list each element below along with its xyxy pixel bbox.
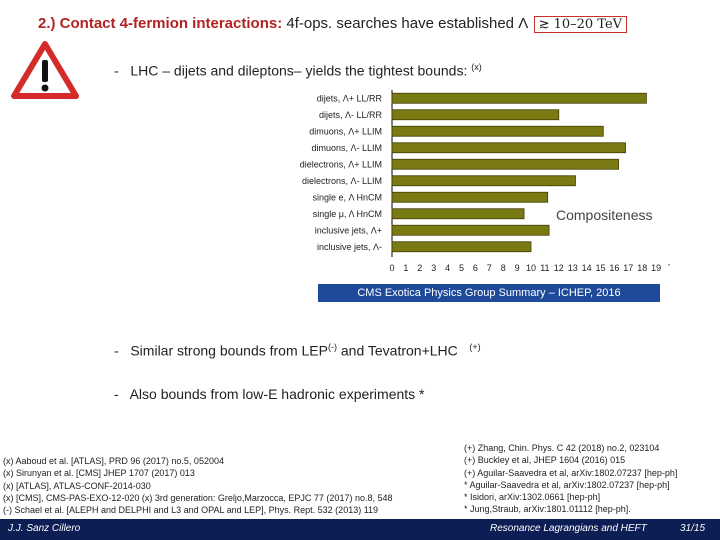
chart-tick-label: 13 [568, 263, 578, 273]
chart-tick-label: 3 [431, 263, 436, 273]
chart-bars [391, 92, 647, 253]
chart-bar [391, 109, 560, 121]
chart-tick-labels: 0 1 2 3 4 5 6 7 8 9 10 11 12 13 14 15 16 17 18 19 [389, 263, 661, 273]
reference-item: (x) [CMS], CMS-PAS-EXO-12-020 (x) 3rd ge… [3, 492, 393, 503]
chart-category-label: inclusive jets, Λ- [317, 242, 382, 252]
bullet-dash: - [114, 62, 119, 79]
reference-item: (+) Zhang, Chin. Phys. C 42 (2018) no.2,… [464, 443, 660, 453]
references-right: (+) Zhang, Chin. Phys. C 42 (2018) no.2,… [464, 442, 677, 516]
compositeness-chart: dijets, Λ+ LL/RR dijets, Λ- LL/RR dimuons,… [300, 90, 670, 273]
footer-talk-title: Resonance Lagrangians and HEFT [490, 523, 647, 534]
chart-category-label: dielectrons, Λ+ LLIM [300, 159, 382, 169]
overlay-box [553, 204, 670, 228]
chart-tick-label: 18 [637, 263, 647, 273]
chart-tick-label: 1 [403, 263, 408, 273]
chart-tick-label: 11 [540, 263, 549, 273]
title-rest: 4f-ops. searches have established [282, 15, 515, 32]
bullet-lowE-text: Also bounds from low-E hadronic experime… [129, 386, 425, 402]
chart-bar [391, 191, 549, 203]
chart-tick-label: 15 [595, 263, 605, 273]
bullet-dash: - [114, 386, 119, 402]
footer-page-number: 31/15 [680, 523, 706, 534]
chart-tick-label: 2 [417, 263, 422, 273]
chart-category-label: dijets, Λ- LL/RR [319, 110, 383, 120]
footer-bar [0, 519, 720, 540]
chart-category-label: dimuons, Λ- LLIM [311, 143, 382, 153]
chart-category-label: single e, Λ HnCM [312, 192, 382, 202]
reference-item: * Aguilar-Saavedra et al, arXiv:1802.072… [464, 479, 670, 490]
slide-title: 2.) Contact 4-fermion interactions: 4f-o… [38, 15, 628, 33]
reference-item: (x) [ATLAS], ATLAS-CONF-2014-030 [3, 480, 151, 491]
chart-category-label: inclusive jets, Λ+ [315, 225, 382, 235]
chart-tick-label: 0 [389, 263, 394, 273]
bullet-lep-mark: (-) [327, 342, 337, 352]
chart-category-label: single μ, Λ HnCM [313, 209, 382, 219]
warning-triangle-icon [11, 41, 79, 99]
reference-item: * Isidori, arXiv:1302.0661 [hep-ph] [464, 492, 601, 503]
title-math-box: ≳ 10–20 TeV [533, 16, 628, 33]
reference-item: (x) Aaboud et al. [ATLAS], PRD 96 (2017)… [3, 456, 224, 466]
chart-unit-label: TeV [668, 263, 670, 273]
title-highlight: 2.) Contact 4-fermion interactions: [38, 15, 283, 32]
chart-bar [391, 208, 525, 220]
chart-bar [391, 125, 604, 137]
chart-overlay-label: Compositeness [556, 207, 653, 223]
bullet-lhc-mark: (x) [471, 62, 482, 72]
chart-tick-label: 5 [459, 263, 464, 273]
bullet-dash: - [114, 342, 119, 359]
bullet-lhc: - LHC – dijets and dileptons– yields the… [114, 62, 482, 79]
chart-bar [391, 241, 532, 253]
chart-tick-label: 4 [445, 263, 450, 273]
chart-category-label: dijets, Λ+ LL/RR [317, 93, 383, 103]
footer-author: J.J. Sanz Cillero [8, 523, 81, 534]
chart-bar [391, 92, 647, 104]
chart-bar [391, 158, 619, 170]
references-left: (x) Aaboud et al. [ATLAS], PRD 96 (2017)… [3, 455, 392, 516]
chart-tick-label: 8 [501, 263, 506, 273]
chart-tick-label: 19 [651, 263, 661, 273]
reference-item: (+) Aguilar-Saavedra et al, arXiv:1802.0… [464, 467, 678, 478]
chart-tick-label: 9 [515, 263, 520, 273]
reference-item: * Jung,Straub, arXiv:1801.01112 [hep-ph]… [464, 504, 631, 515]
reference-item: (x) Sirunyan et al. [CMS] JHEP 1707 (201… [3, 468, 195, 479]
bullet-lep-text: Similar strong bounds from LEP [130, 342, 328, 359]
bullet-tevatron-text: and Tevatron+LHC [336, 342, 458, 359]
bullet-lhc-text: LHC – dijets and dileptons– yields the t… [130, 62, 468, 79]
chart-bar [391, 224, 550, 236]
chart-tick-label: 7 [487, 263, 492, 273]
reference-item: (+) Buckley et al, JHEP 1604 (2016) 015 [464, 455, 626, 466]
chart-category-labels: dijets, Λ+ LL/RR dijets, Λ- LL/RR dimuons,… [300, 93, 383, 252]
chart-tick-label: 6 [473, 263, 478, 273]
chart-tick-label: 12 [554, 263, 564, 273]
chart-bar [391, 142, 626, 154]
chart-tick-label: 16 [609, 263, 619, 273]
chart-category-label: dielectrons, Λ- LLIM [302, 176, 382, 186]
chart-tick-label: 14 [582, 263, 592, 273]
bullet-lowE: - Also bounds from low-E hadronic experi… [114, 386, 425, 402]
chart-footer: CMS Exotica Physics Group Summary – ICHE… [318, 284, 660, 302]
title-lambda: Λ [518, 15, 528, 32]
chart-tick-label: 10 [526, 263, 536, 273]
bullet-lep: - Similar strong bounds from LEP(-) and … [114, 342, 481, 359]
chart-tick-label: 17 [623, 263, 633, 273]
chart-bar [391, 175, 576, 187]
chart-category-label: dimuons, Λ+ LLIM [309, 126, 382, 136]
reference-item: (-) Schael et al. [ALEPH and DELPHI and … [3, 505, 379, 516]
bullet-tevatron-mark: (+) [469, 342, 481, 352]
